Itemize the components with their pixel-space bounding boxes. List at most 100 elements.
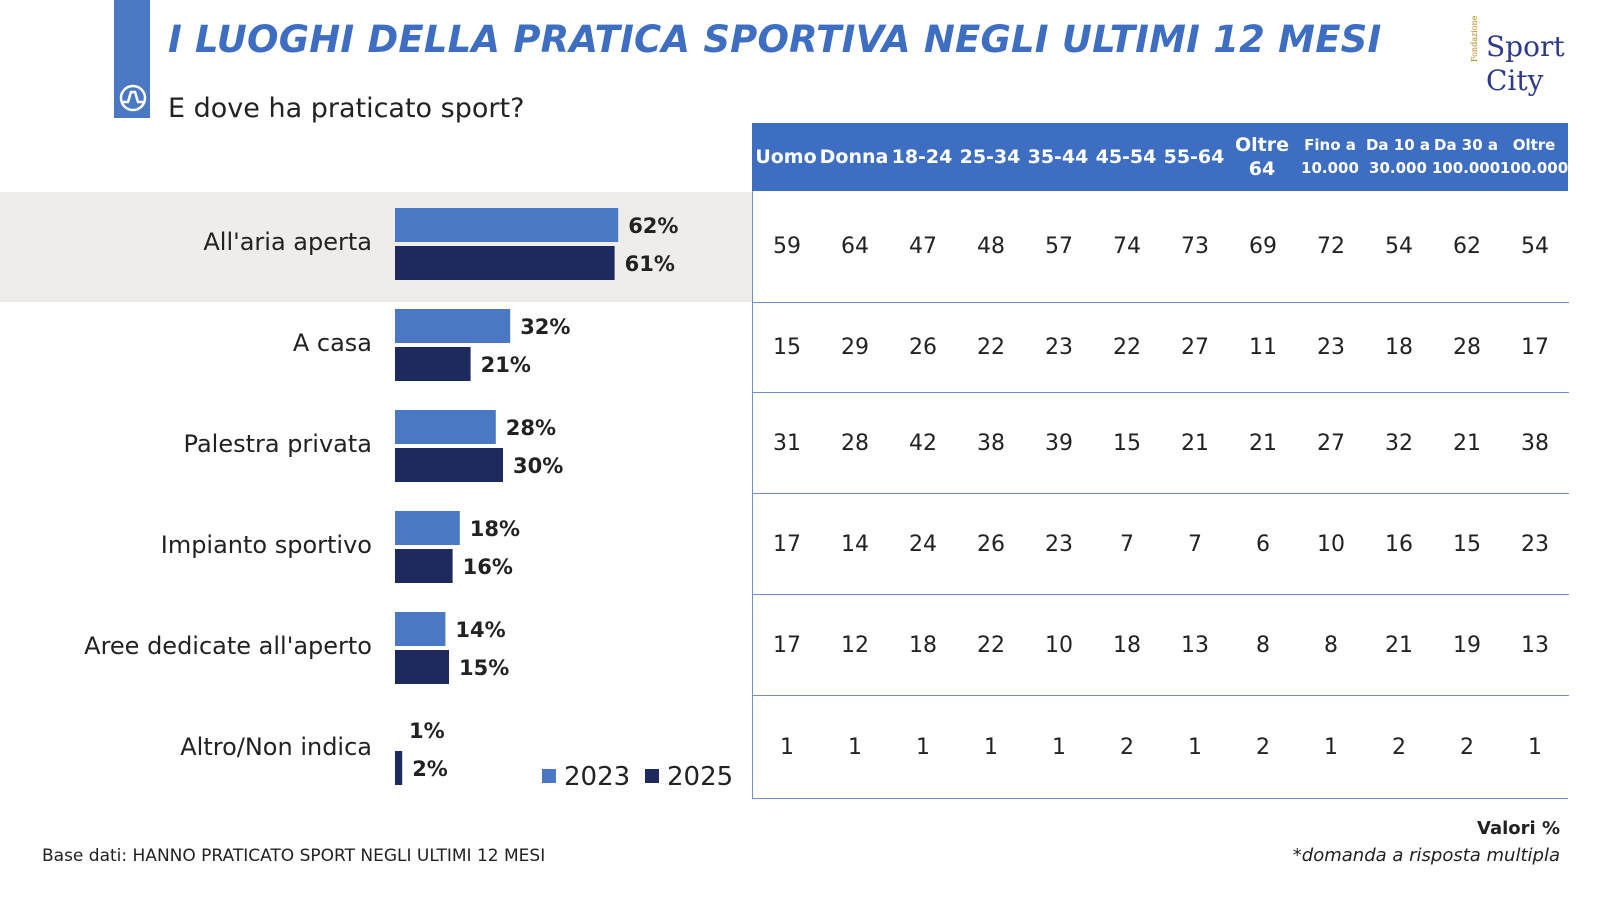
table-cell: 11 <box>1249 335 1277 360</box>
table-cell: 2 <box>1392 735 1406 760</box>
bar-chart: 62% 61% 32% 21% 28% 30% 18% 16% 14% 15% 1% 2% <box>395 208 678 785</box>
column-header: Donna <box>819 146 889 168</box>
table-cell: 7 <box>1188 531 1202 557</box>
table-cell: 62 <box>1453 234 1481 259</box>
table-cell: 21 <box>1181 430 1209 456</box>
table-cell: 1 <box>984 735 998 760</box>
table-cell: 19 <box>1453 632 1481 658</box>
bar-2025 <box>395 448 503 482</box>
table-cell: 39 <box>1045 430 1073 456</box>
data-label-2025: 61% <box>625 252 675 276</box>
legend-item-2023: 2023 <box>542 762 630 792</box>
table-cell: 29 <box>841 335 869 360</box>
table-cell: 69 <box>1249 234 1277 259</box>
values-unit-note: Valori % <box>1477 818 1560 839</box>
table-cell: 13 <box>1181 632 1209 658</box>
column-header: Oltre 100.000 <box>1499 136 1569 177</box>
table-cell: 22 <box>977 632 1005 658</box>
table-cell: 13 <box>1521 632 1549 658</box>
category-label: All'aria aperta <box>203 228 372 256</box>
table-cell: 38 <box>977 430 1005 456</box>
table-cell: 1 <box>916 735 930 760</box>
table-body: 59 64 47 48 57 74 73 69 72 54 62 54 15 29 26 22 23 22 27 11… <box>752 191 1569 799</box>
table-row: 1 1 1 1 1 2 1 2 1 2 2 1 <box>753 696 1569 799</box>
table-cell: 59 <box>773 234 801 259</box>
multiple-answer-note: *domanda a risposta multipla <box>1292 845 1560 866</box>
data-label-2023: 32% <box>520 315 570 339</box>
table-cell: 47 <box>909 234 937 259</box>
table-row: 17 12 18 22 10 18 13 8 8 21 19 13 <box>753 595 1569 696</box>
table-cell: 17 <box>773 531 801 557</box>
table-cell: 2 <box>1256 735 1270 760</box>
table-cell: 1 <box>1052 735 1066 760</box>
table-cell: 23 <box>1045 335 1073 360</box>
table-cell: 23 <box>1521 531 1549 557</box>
table-cell: 73 <box>1181 234 1209 259</box>
table-cell: 26 <box>909 335 937 360</box>
table-cell: 22 <box>977 335 1005 360</box>
table-cell: 26 <box>977 531 1005 557</box>
table-cell: 22 <box>1113 335 1141 360</box>
table-cell: 24 <box>909 531 937 557</box>
highlight-row-background <box>0 192 752 302</box>
bar-2025 <box>395 650 449 684</box>
page-subtitle: E dove ha praticato sport? <box>168 93 525 124</box>
table-cell: 8 <box>1324 632 1338 658</box>
table-cell: 23 <box>1045 531 1073 557</box>
column-header: 25-34 <box>959 146 1021 168</box>
bar-2023 <box>395 410 496 444</box>
legend-swatch-2025 <box>645 769 659 783</box>
table-cell: 42 <box>909 430 937 456</box>
bar-2025 <box>395 246 615 280</box>
table-cell: 15 <box>1113 430 1141 456</box>
table-cell: 12 <box>841 632 869 658</box>
table-cell: 74 <box>1113 234 1141 259</box>
column-header: Uomo <box>755 146 817 168</box>
bar-2023 <box>395 511 460 545</box>
column-header: 35-44 <box>1027 146 1089 168</box>
table-cell: 54 <box>1521 234 1549 259</box>
table-cell: 6 <box>1256 531 1270 557</box>
data-label-2025: 2% <box>412 757 448 781</box>
column-header: 18-24 <box>891 146 953 168</box>
table-cell: 17 <box>773 632 801 658</box>
data-label-2023: 14% <box>455 618 505 642</box>
table-cell: 27 <box>1317 430 1345 456</box>
table-cell: 28 <box>1453 335 1481 360</box>
table-cell: 15 <box>1453 531 1481 557</box>
table-cell: 21 <box>1249 430 1277 456</box>
table-cell: 2 <box>1460 735 1474 760</box>
bar-2023 <box>395 612 446 646</box>
column-header: Da 10 a 30.000 <box>1365 136 1430 177</box>
logo-line-city: City <box>1486 64 1544 97</box>
category-label: Impianto sportivo <box>160 531 372 559</box>
table-row: 31 28 42 38 39 15 21 21 27 32 21 38 <box>753 393 1569 494</box>
logo-line-sport: Sport <box>1486 30 1565 63</box>
table-row: 15 29 26 22 23 22 27 11 23 18 28 17 <box>753 303 1569 393</box>
mountain-logo-icon <box>119 84 147 112</box>
table-cell: 31 <box>773 430 801 456</box>
data-label-2025: 15% <box>459 656 509 680</box>
table-cell: 16 <box>1385 531 1413 557</box>
table-cell: 10 <box>1045 632 1073 658</box>
category-label: A casa <box>292 329 372 357</box>
column-header: Oltre 64 <box>1234 134 1289 180</box>
table-cell: 7 <box>1120 531 1134 557</box>
table-cell: 17 <box>1521 335 1549 360</box>
column-header: Fino a 10.000 <box>1301 136 1359 177</box>
table-cell: 48 <box>977 234 1005 259</box>
data-label-2023: 62% <box>628 214 678 238</box>
table-cell: 21 <box>1453 430 1481 456</box>
column-header: 45-54 <box>1095 146 1157 168</box>
data-label-2023: 28% <box>506 416 556 440</box>
table-row: 59 64 47 48 57 74 73 69 72 54 62 54 <box>753 191 1569 303</box>
table-row: 17 14 24 26 23 7 7 6 10 16 15 23 <box>753 494 1569 595</box>
table-cell: 57 <box>1045 234 1073 259</box>
table-cell: 27 <box>1181 335 1209 360</box>
table-header: Uomo Donna 18-24 25-34 35-44 45-54 55-64 Oltre … <box>752 123 1568 191</box>
table-cell: 1 <box>848 735 862 760</box>
table-cell: 18 <box>909 632 937 658</box>
data-label-2025: 30% <box>513 454 563 478</box>
sport-city-logo: Fondazione Sport City <box>1470 16 1576 105</box>
table-cell: 1 <box>780 735 794 760</box>
